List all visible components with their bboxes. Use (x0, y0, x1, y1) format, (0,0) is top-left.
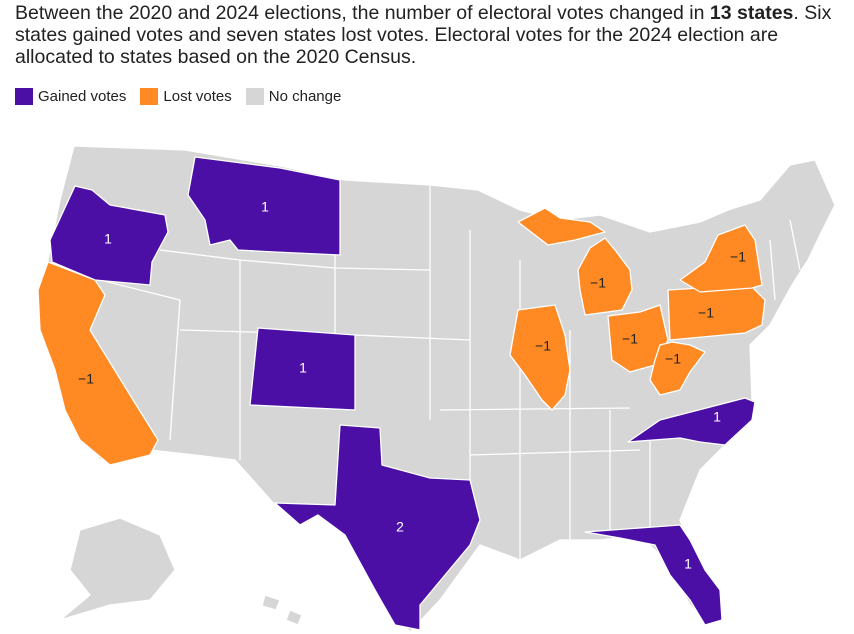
label-west-virginia: −1 (665, 351, 681, 367)
label-pennsylvania: −1 (698, 305, 714, 321)
us-map: 1 1 1 2 1 1 −1 −1 −1 −1 −1 −1 −1 (37, 145, 836, 633)
label-texas: 2 (396, 519, 404, 535)
map-background (39, 145, 836, 633)
label-colorado: 1 (299, 360, 307, 376)
state-colorado (249, 327, 356, 411)
label-illinois: −1 (535, 338, 551, 354)
state-texas (274, 424, 481, 631)
headline-text-1: Between the 2020 and 2024 elections, the… (15, 2, 710, 24)
state-illinois (509, 304, 571, 411)
headline-text-2: . Six states gained votes and seven stat… (15, 2, 832, 68)
legend-label-gained: Gained votes (38, 88, 127, 105)
label-ohio: −1 (622, 331, 638, 347)
label-florida: 1 (684, 556, 692, 572)
legend-item-nochange: No change (245, 88, 342, 105)
label-michigan: −1 (590, 275, 606, 291)
label-new-york: −1 (730, 249, 746, 265)
hawaii-2 (285, 609, 303, 626)
state-michigan-upper (517, 207, 606, 246)
headline: Between the 2020 and 2024 elections, the… (15, 2, 845, 68)
legend-label-nochange: No change (268, 88, 342, 105)
legend-label-lost: Lost votes (163, 88, 232, 105)
label-oregon: 1 (104, 231, 112, 247)
state-north-carolina (627, 397, 756, 446)
alaska (59, 517, 176, 621)
state-oregon (49, 185, 169, 286)
legend-item-lost: Lost votes (140, 88, 232, 105)
state-florida (584, 524, 723, 626)
state-montana (187, 156, 341, 256)
legend-swatch-nochange (245, 88, 264, 105)
state-california (37, 261, 159, 466)
label-montana: 1 (261, 199, 269, 215)
hawaii (261, 594, 281, 611)
state-new-york (679, 224, 763, 293)
state-michigan-lower (577, 237, 633, 316)
headline-bold: 13 states (709, 2, 794, 24)
legend: Gained votes Lost votes No change (15, 88, 355, 105)
state-labels: 1 1 1 2 1 1 −1 −1 −1 −1 −1 −1 −1 (78, 199, 746, 572)
label-north-carolina: 1 (713, 409, 721, 425)
changed-states (37, 156, 766, 631)
legend-item-gained: Gained votes (15, 88, 126, 105)
legend-swatch-lost (140, 88, 159, 105)
label-california: −1 (78, 371, 94, 387)
legend-swatch-gained (15, 88, 33, 105)
state-west-virginia (649, 341, 706, 396)
